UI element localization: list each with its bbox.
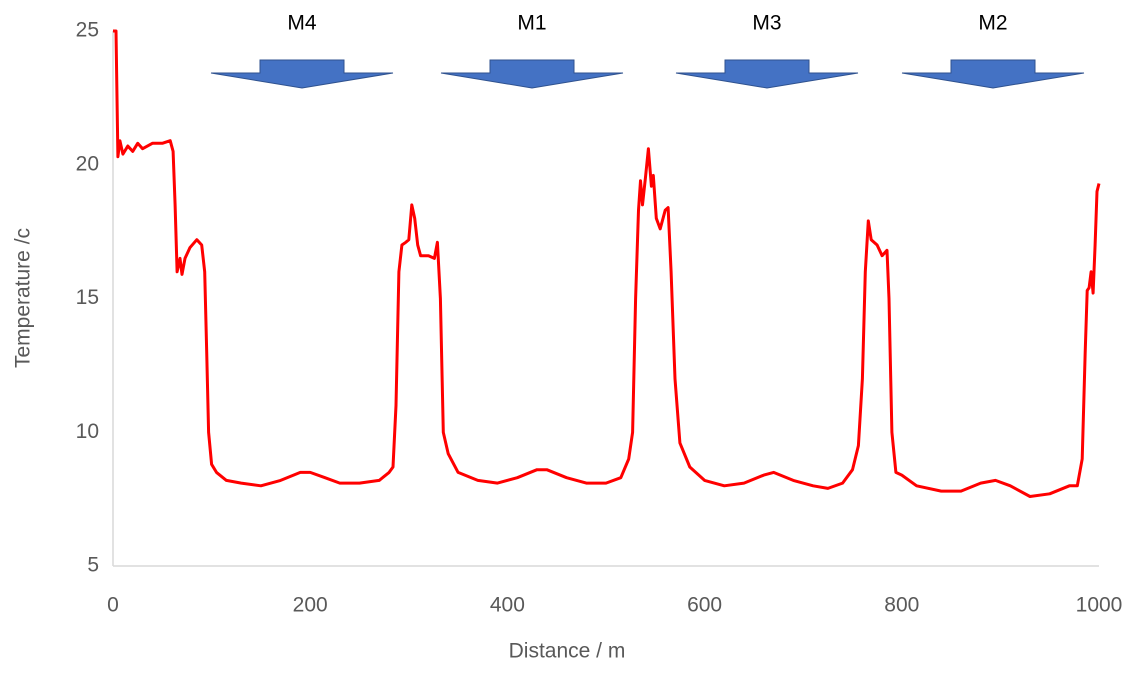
x-tick-label: 200 <box>293 594 328 617</box>
annotation-arrow <box>901 59 1085 89</box>
x-tick-label: 400 <box>490 594 525 617</box>
y-tick-label: 10 <box>76 420 99 443</box>
annotation-arrow <box>210 59 394 89</box>
x-tick-label: 600 <box>687 594 722 617</box>
y-tick-label: 15 <box>76 286 99 309</box>
annotation-label: M2 <box>978 12 1007 35</box>
x-tick-label: 0 <box>107 594 119 617</box>
annotation-arrow <box>440 59 624 89</box>
y-tick-label: 20 <box>76 152 99 175</box>
x-tick-label: 800 <box>884 594 919 617</box>
annotation-label: M4 <box>287 12 316 35</box>
y-tick-label: 5 <box>87 554 99 577</box>
temperature-line <box>113 29 1101 498</box>
y-tick-label: 25 <box>76 19 99 42</box>
x-tick-label: 1000 <box>1076 594 1123 617</box>
y-axis-label: Temperature /c <box>12 228 35 368</box>
x-axis-label: Distance / m <box>509 640 626 663</box>
annotation-label: M1 <box>517 12 546 35</box>
annotation-label: M3 <box>752 12 781 35</box>
annotation-arrow <box>675 59 859 89</box>
